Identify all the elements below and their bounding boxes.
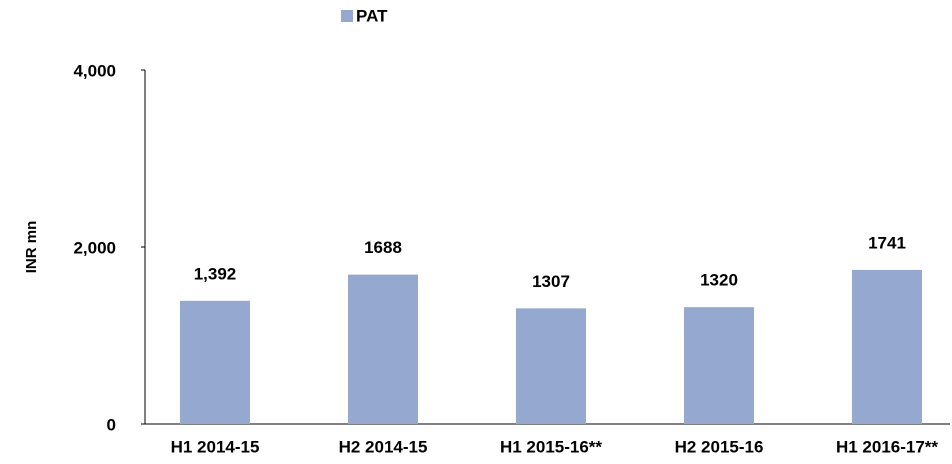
y-tick-label: 0 — [107, 415, 116, 434]
y-tick-label: 4,000 — [73, 61, 116, 80]
x-tick-label: H1 2015-16** — [500, 437, 602, 456]
legend-label: PAT — [356, 6, 388, 25]
x-tick-label: H2 2015-16 — [675, 437, 764, 456]
bar — [852, 269, 922, 424]
data-label: 1741 — [868, 233, 906, 252]
data-label: 1307 — [532, 272, 570, 291]
x-tick-label: H2 2014-15 — [339, 437, 428, 456]
data-label: 1,392 — [194, 264, 237, 283]
y-axis-label: INR mn — [23, 221, 40, 274]
bar — [180, 300, 250, 424]
y-tick-label: 2,000 — [73, 238, 116, 257]
data-label: 1320 — [700, 271, 738, 290]
bar — [348, 274, 418, 424]
data-label: 1688 — [364, 238, 402, 257]
bar — [684, 307, 754, 424]
legend-swatch — [341, 10, 353, 22]
x-tick-label: H1 2014-15 — [171, 437, 260, 456]
bar — [516, 308, 586, 424]
x-tick-label: H1 2016-17** — [836, 437, 938, 456]
